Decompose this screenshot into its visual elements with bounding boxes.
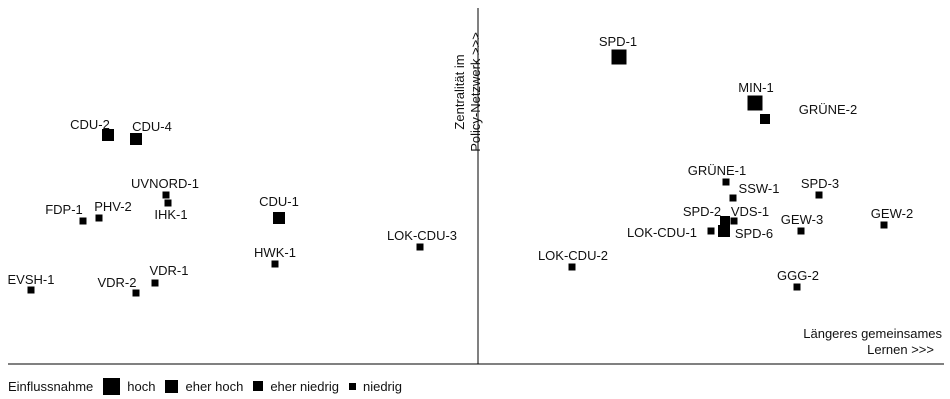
point-marker-vdr-2 — [132, 289, 140, 297]
point-label-phv-2: PHV-2 — [94, 199, 132, 214]
point-marker-spd-3 — [815, 191, 823, 199]
point-marker-vds-1 — [730, 217, 738, 225]
point-marker-lok-cdu-1 — [707, 227, 715, 235]
point-marker-ihk-1 — [164, 199, 172, 207]
y-axis-label-line-2: Policy-Netzwerk >>> — [468, 32, 483, 152]
point-marker-min-1 — [747, 95, 763, 111]
legend-item-hoch: hoch — [103, 377, 156, 395]
point-label-ssw-1: SSW-1 — [739, 181, 780, 196]
point-marker-uvnord-1 — [162, 191, 170, 199]
point-marker-cdu-1 — [273, 212, 285, 224]
point-label-grüne-1: GRÜNE-1 — [688, 163, 747, 178]
legend-marker-hoch — [103, 377, 121, 395]
point-marker-gew-2 — [880, 221, 888, 229]
point-marker-spd-6 — [718, 225, 730, 237]
legend: Einflussnahme hoch eher hoch eher niedri… — [8, 375, 412, 397]
point-label-ihk-1: IHK-1 — [154, 207, 187, 222]
point-label-min-1: MIN-1 — [738, 80, 773, 95]
legend-item-niedrig: niedrig — [348, 378, 402, 394]
legend-marker-niedrig — [348, 382, 356, 390]
legend-title: Einflussnahme — [8, 378, 94, 394]
point-label-ggg-2: GGG-2 — [777, 268, 819, 283]
point-label-cdu-1: CDU-1 — [259, 194, 299, 209]
point-marker-evsh-1 — [27, 286, 35, 294]
point-marker-lok-cdu-3 — [416, 243, 424, 251]
scatter-plot: Zentralität im Policy-Netzwerk >>> Länge… — [8, 8, 944, 365]
point-marker-spd-2 — [720, 216, 730, 226]
point-label-fdp-1: FDP-1 — [45, 202, 83, 217]
x-axis-label-line-1: Längeres gemeinsames — [803, 326, 942, 341]
point-marker-gew-3 — [797, 227, 805, 235]
point-marker-vdr-1 — [151, 279, 159, 287]
point-label-lok-cdu-1: LOK-CDU-1 — [627, 225, 697, 240]
legend-label-hoch: hoch — [127, 378, 156, 394]
legend-label-eher-hoch: eher hoch — [185, 378, 244, 394]
legend-marker-eher-niedrig — [253, 381, 264, 391]
y-axis-label-line-1: Zentralität im — [452, 54, 467, 129]
point-marker-spd-1 — [611, 49, 627, 65]
point-label-vdr-1: VDR-1 — [149, 263, 188, 278]
point-label-vdr-2: VDR-2 — [97, 275, 136, 290]
legend-marker-eher-hoch — [165, 379, 179, 393]
point-label-gew-3: GEW-3 — [781, 212, 823, 227]
point-label-spd-6: SPD-6 — [735, 226, 773, 241]
point-marker-fdp-1 — [79, 217, 87, 225]
point-label-cdu-4: CDU-4 — [132, 119, 172, 134]
point-label-gew-2: GEW-2 — [871, 206, 913, 221]
x-axis-label: Längeres gemeinsames Lernen >>> — [803, 326, 942, 357]
point-label-spd-2: SPD-2 — [683, 204, 721, 219]
point-marker-phv-2 — [95, 214, 103, 222]
point-marker-ggg-2 — [793, 283, 801, 291]
point-marker-cdu-2 — [102, 129, 114, 141]
point-label-lok-cdu-2: LOK-CDU-2 — [538, 248, 608, 263]
point-label-uvnord-1: UVNORD-1 — [131, 176, 199, 191]
data-points: SPD-1 MIN-1 GRÜNE-2 CDU-2 CDU-4 UVNORD-1 IHK-1… — [8, 34, 913, 297]
point-label-hwk-1: HWK-1 — [254, 245, 296, 260]
point-label-grüne-2: GRÜNE-2 — [799, 102, 858, 117]
legend-label-eher-niedrig: eher niedrig — [270, 378, 339, 394]
point-label-lok-cdu-3: LOK-CDU-3 — [387, 228, 457, 243]
legend-item-eher-hoch: eher hoch — [165, 379, 243, 394]
point-label-vds-1: VDS-1 — [731, 204, 769, 219]
point-marker-cdu-4 — [130, 133, 142, 145]
x-axis-label-line-2: Lernen >>> — [867, 342, 934, 357]
y-axis-label: Zentralität im Policy-Netzwerk >>> — [452, 32, 483, 152]
point-marker-grüne-2 — [760, 114, 770, 124]
point-label-evsh-1: EVSH-1 — [8, 272, 55, 287]
point-label-spd-3: SPD-3 — [801, 176, 839, 191]
point-marker-lok-cdu-2 — [568, 263, 576, 271]
point-marker-grüne-1 — [722, 178, 730, 186]
point-marker-ssw-1 — [729, 194, 737, 202]
point-label-cdu-2: CDU-2 — [70, 117, 110, 132]
legend-label-niedrig: niedrig — [362, 378, 402, 394]
legend-item-eher-niedrig: eher niedrig — [253, 379, 339, 394]
point-label-spd-1: SPD-1 — [599, 34, 637, 49]
point-marker-hwk-1 — [271, 260, 279, 268]
